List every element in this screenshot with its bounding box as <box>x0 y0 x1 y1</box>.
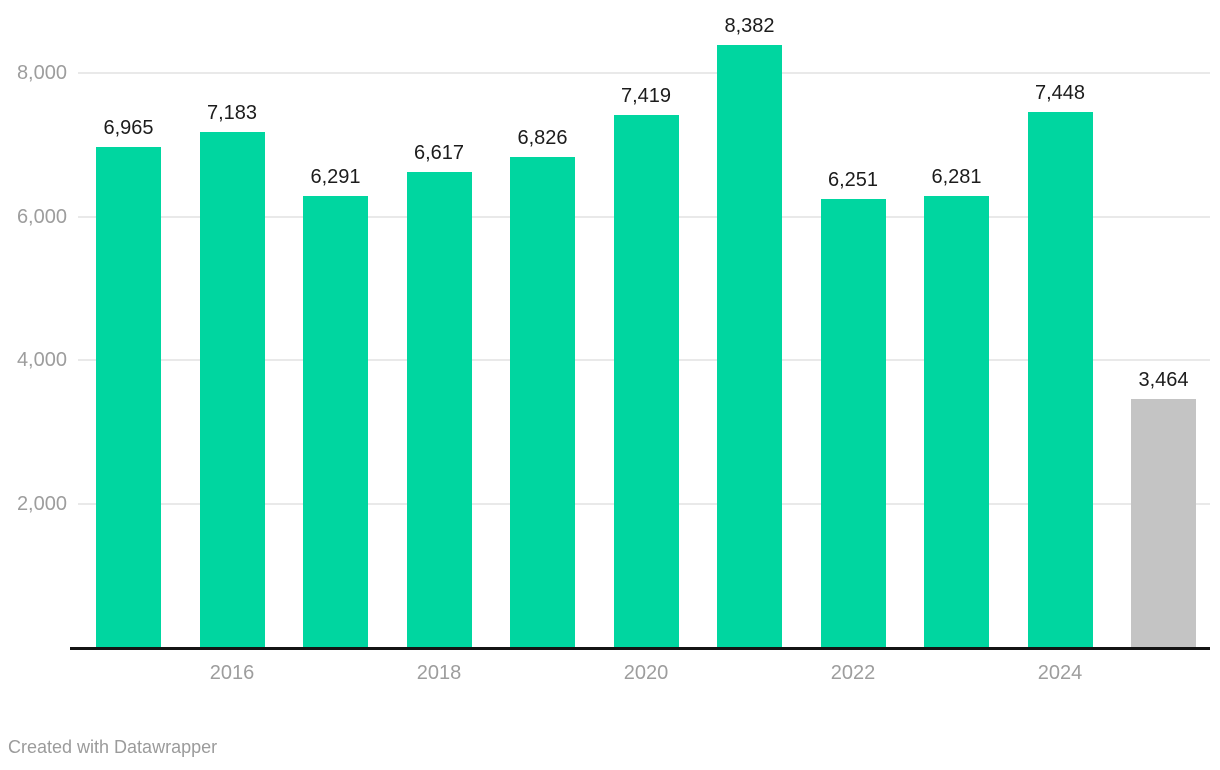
x-axis-tick-label: 2016 <box>209 662 255 684</box>
x-axis-tick-label: 2024 <box>1037 662 1083 684</box>
y-axis-tick-label: 4,000 <box>16 349 67 372</box>
bar <box>303 195 368 648</box>
bar-value-label: 7,183 <box>206 101 258 124</box>
bar-value-label: 3,464 <box>1138 368 1189 391</box>
bar-value-label: 6,281 <box>931 166 982 189</box>
bar <box>1131 398 1196 648</box>
x-axis-tick-label: 2022 <box>830 662 876 684</box>
x-axis-tick-label: 2020 <box>623 662 669 684</box>
bar-value-label: 8,382 <box>724 15 775 38</box>
bar-value-label: 7,419 <box>620 84 672 107</box>
bar <box>406 172 472 648</box>
bar <box>613 114 679 648</box>
bar <box>199 131 265 648</box>
y-axis-tick-label: 2,000 <box>16 493 67 516</box>
bar <box>96 147 161 648</box>
y-gridline <box>78 71 1210 74</box>
bar-value-label: 7,448 <box>1034 82 1086 105</box>
bar-value-label: 6,965 <box>103 117 154 140</box>
y-axis-tick-label: 8,000 <box>16 61 67 84</box>
bar <box>820 198 886 648</box>
bar-value-label: 6,291 <box>310 165 361 188</box>
bar-value-label: 6,251 <box>827 168 879 191</box>
y-axis-tick-label: 6,000 <box>16 205 67 228</box>
bar <box>717 45 782 648</box>
datawrapper-attribution-link[interactable]: Created with Datawrapper <box>8 737 218 757</box>
bar-value-label: 6,617 <box>413 142 465 165</box>
bar <box>510 157 575 648</box>
bar-value-label: 6,826 <box>517 127 568 150</box>
x-axis-tick-label: 2018 <box>416 662 462 684</box>
bar <box>1027 112 1093 648</box>
x-axis-line <box>70 647 1210 650</box>
bar <box>924 196 989 648</box>
